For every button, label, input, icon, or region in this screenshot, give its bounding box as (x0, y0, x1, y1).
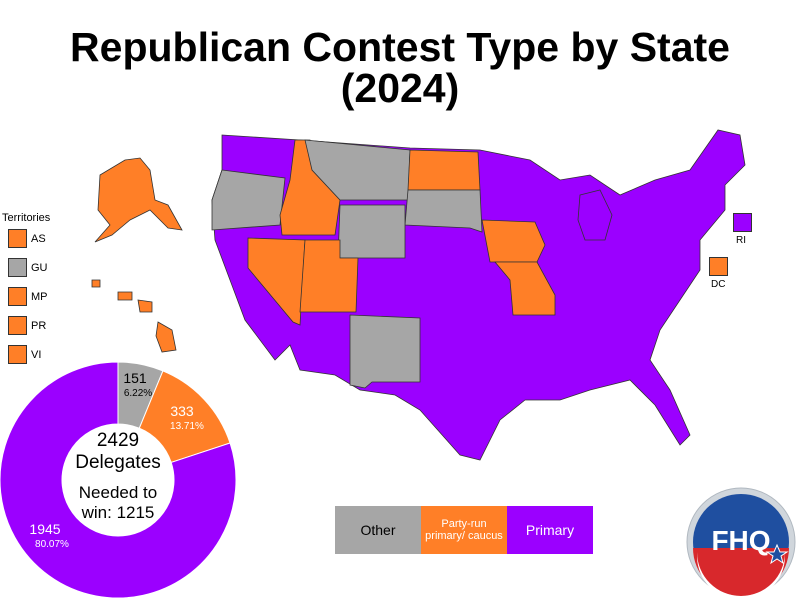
donut-value-label-2: 1945 (29, 521, 60, 537)
donut-center-needed-1: Needed to (79, 483, 157, 502)
state-ri-label: RI (736, 235, 746, 246)
territory-label-mp: MP (31, 291, 48, 303)
page-subtitle: (2024) (340, 65, 460, 111)
state-utah (299, 239, 359, 313)
us-map (91, 129, 746, 461)
donut-value-label-1: 333 (170, 403, 194, 419)
state-oregon (211, 169, 286, 231)
territory-box-gu (8, 258, 27, 277)
state-north-dakota (407, 149, 481, 191)
map-legend: Other Party-run primary/ caucus Primary (335, 506, 593, 554)
star-icon (765, 543, 789, 565)
territory-label-vi: VI (31, 349, 42, 361)
donut-center-needed-2: win: 1215 (81, 503, 155, 522)
delegate-donut-chart: 151 6.22% 333 13.71% 1945 80.07% 2429Delegates… (0, 361, 237, 599)
state-south-dakota (404, 189, 483, 233)
state-dc-box (709, 257, 728, 276)
fhq-logo: FHQ (686, 487, 796, 600)
donut-center-total: 2429 (97, 430, 139, 451)
state-ri-box (733, 213, 752, 232)
state-nevada (247, 237, 306, 326)
legend-primary: Primary (507, 506, 593, 554)
territory-box-vi (8, 345, 27, 364)
state-montana (304, 139, 411, 201)
territory-box-pr (8, 316, 27, 335)
donut-center-unit: Delegates (75, 452, 161, 473)
donut-slice-2 (0, 361, 237, 599)
donut-percent-label-1: 13.71% (170, 421, 204, 432)
state-dc-label: DC (711, 279, 726, 290)
state-new-mexico (349, 314, 421, 389)
territory-box-as (8, 229, 27, 248)
state-alaska (94, 157, 183, 243)
territory-label-gu: GU (31, 262, 48, 274)
territories-heading: Territories (2, 212, 51, 224)
page-title: Republican Contest Type by State (70, 24, 730, 70)
state-iowa (481, 219, 546, 263)
state-wyoming (337, 204, 406, 259)
state-missouri (494, 261, 556, 316)
state-hawaii (91, 279, 177, 353)
legend-other: Other (335, 506, 421, 554)
donut-value-label-0: 151 (123, 370, 147, 386)
territory-label-as: AS (31, 233, 46, 245)
donut-percent-label-0: 6.22% (124, 388, 152, 399)
territory-box-mp (8, 287, 27, 306)
territory-label-pr: PR (31, 320, 47, 332)
donut-percent-label-2: 80.07% (35, 539, 69, 550)
logo-text: FHQ (711, 525, 770, 556)
state-michigan (577, 189, 613, 241)
legend-party-run: Party-run primary/ caucus (421, 506, 507, 554)
